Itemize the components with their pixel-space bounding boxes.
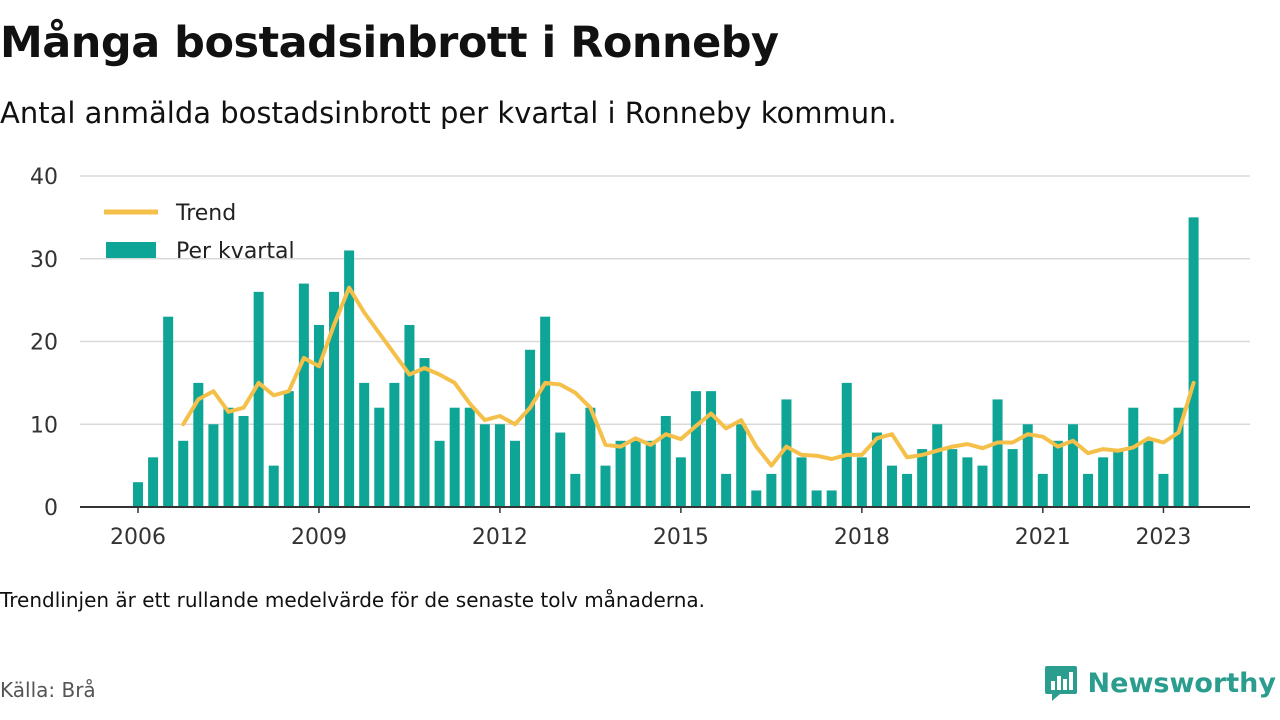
trend-line bbox=[181, 285, 1196, 468]
bar bbox=[404, 324, 415, 507]
bar bbox=[585, 407, 596, 507]
bar bbox=[238, 415, 249, 507]
y-axis-labels: 0 10 20 30 40 bbox=[30, 165, 58, 521]
x-tick-label: 2015 bbox=[653, 525, 709, 550]
bar bbox=[811, 490, 822, 507]
bar bbox=[1007, 449, 1018, 507]
bar bbox=[374, 407, 385, 507]
bar bbox=[796, 457, 807, 507]
legend-bar-label: Per kvartal bbox=[176, 239, 295, 264]
bar bbox=[977, 465, 988, 507]
bar bbox=[479, 424, 490, 507]
bar bbox=[856, 457, 867, 507]
bar bbox=[1113, 449, 1124, 507]
bar bbox=[133, 482, 143, 507]
bar bbox=[525, 349, 536, 507]
source-label: Källa: Brå bbox=[0, 678, 96, 702]
bar bbox=[962, 457, 973, 507]
bar bbox=[1067, 424, 1078, 507]
bar bbox=[344, 250, 355, 507]
x-tick-label: 2023 bbox=[1135, 525, 1191, 550]
bar bbox=[736, 424, 747, 507]
brand-name: Newsworthy bbox=[1087, 667, 1276, 699]
bars bbox=[133, 217, 1199, 507]
bar bbox=[298, 283, 309, 507]
y-tick-label: 40 bbox=[30, 165, 58, 190]
bar bbox=[766, 473, 777, 507]
bar bbox=[1037, 473, 1048, 507]
newsworthy-logo: Newsworthy bbox=[1044, 664, 1276, 702]
bar bbox=[1173, 407, 1184, 507]
bar bbox=[751, 490, 762, 507]
legend-trend-label: Trend bbox=[175, 201, 236, 226]
bar bbox=[615, 440, 626, 507]
bar bbox=[193, 382, 204, 507]
bar bbox=[871, 432, 882, 507]
bar bbox=[1098, 457, 1109, 507]
bar bbox=[283, 391, 294, 507]
chart-svg: 0 10 20 30 40 2006 2009 2012 2015 2018 2021 2023 T… bbox=[30, 165, 1250, 550]
x-tick-label: 2009 bbox=[291, 525, 347, 550]
bar bbox=[887, 465, 897, 507]
bar bbox=[510, 440, 520, 507]
y-tick-label: 30 bbox=[30, 248, 58, 273]
bar bbox=[389, 382, 400, 507]
bar bbox=[1022, 424, 1033, 507]
bar bbox=[706, 391, 717, 507]
bar bbox=[464, 407, 475, 507]
bar bbox=[917, 449, 928, 507]
bar bbox=[721, 473, 732, 507]
bar bbox=[1083, 473, 1094, 507]
bar bbox=[600, 465, 611, 507]
bar bbox=[1052, 440, 1063, 507]
x-tick-label: 2021 bbox=[1015, 525, 1071, 550]
bar bbox=[419, 358, 430, 507]
bar bbox=[932, 424, 943, 507]
bar bbox=[992, 399, 1003, 507]
bar bbox=[223, 407, 234, 507]
bar bbox=[826, 490, 837, 507]
bar bbox=[645, 440, 656, 507]
bar bbox=[1188, 217, 1199, 507]
y-tick-label: 20 bbox=[30, 331, 58, 356]
bar bbox=[690, 391, 701, 507]
bar bbox=[1143, 440, 1154, 507]
y-tick-label: 10 bbox=[30, 413, 58, 438]
bar bbox=[555, 432, 566, 507]
legend-bar-swatch bbox=[106, 242, 156, 258]
chart-subtitle: Antal anmälda bostadsinbrott per kvartal… bbox=[0, 96, 897, 130]
bar bbox=[148, 457, 159, 507]
bar bbox=[359, 382, 370, 507]
bar bbox=[675, 457, 686, 507]
bar bbox=[630, 440, 641, 507]
bar bbox=[494, 424, 505, 507]
bar bbox=[1128, 407, 1139, 507]
x-tick-label: 2012 bbox=[472, 525, 528, 550]
chart-title: Många bostadsinbrott i Ronneby bbox=[0, 18, 779, 68]
bar bbox=[781, 399, 792, 507]
bar-chart-bubble-icon bbox=[1044, 666, 1077, 701]
bar bbox=[540, 316, 551, 507]
bar bbox=[253, 291, 264, 507]
x-tick-label: 2018 bbox=[834, 525, 890, 550]
bar bbox=[947, 449, 958, 507]
legend: Trend Per kvartal bbox=[104, 201, 295, 264]
y-tick-label: 0 bbox=[44, 496, 58, 521]
bar bbox=[449, 407, 460, 507]
bar bbox=[570, 473, 581, 507]
bar bbox=[313, 324, 324, 507]
footnote: Trendlinjen är ett rullande medelvärde f… bbox=[0, 588, 706, 612]
bar bbox=[841, 382, 852, 507]
bar bbox=[1158, 473, 1169, 507]
bar bbox=[268, 465, 279, 507]
bar bbox=[902, 473, 913, 507]
bar bbox=[434, 440, 445, 507]
bar bbox=[163, 316, 174, 507]
x-axis-labels: 2006 2009 2012 2015 2018 2021 2023 bbox=[110, 507, 1191, 550]
x-tick-label: 2006 bbox=[110, 525, 166, 550]
bar bbox=[660, 415, 671, 507]
bar bbox=[178, 440, 189, 507]
bar bbox=[208, 424, 219, 507]
bar bbox=[329, 291, 340, 507]
